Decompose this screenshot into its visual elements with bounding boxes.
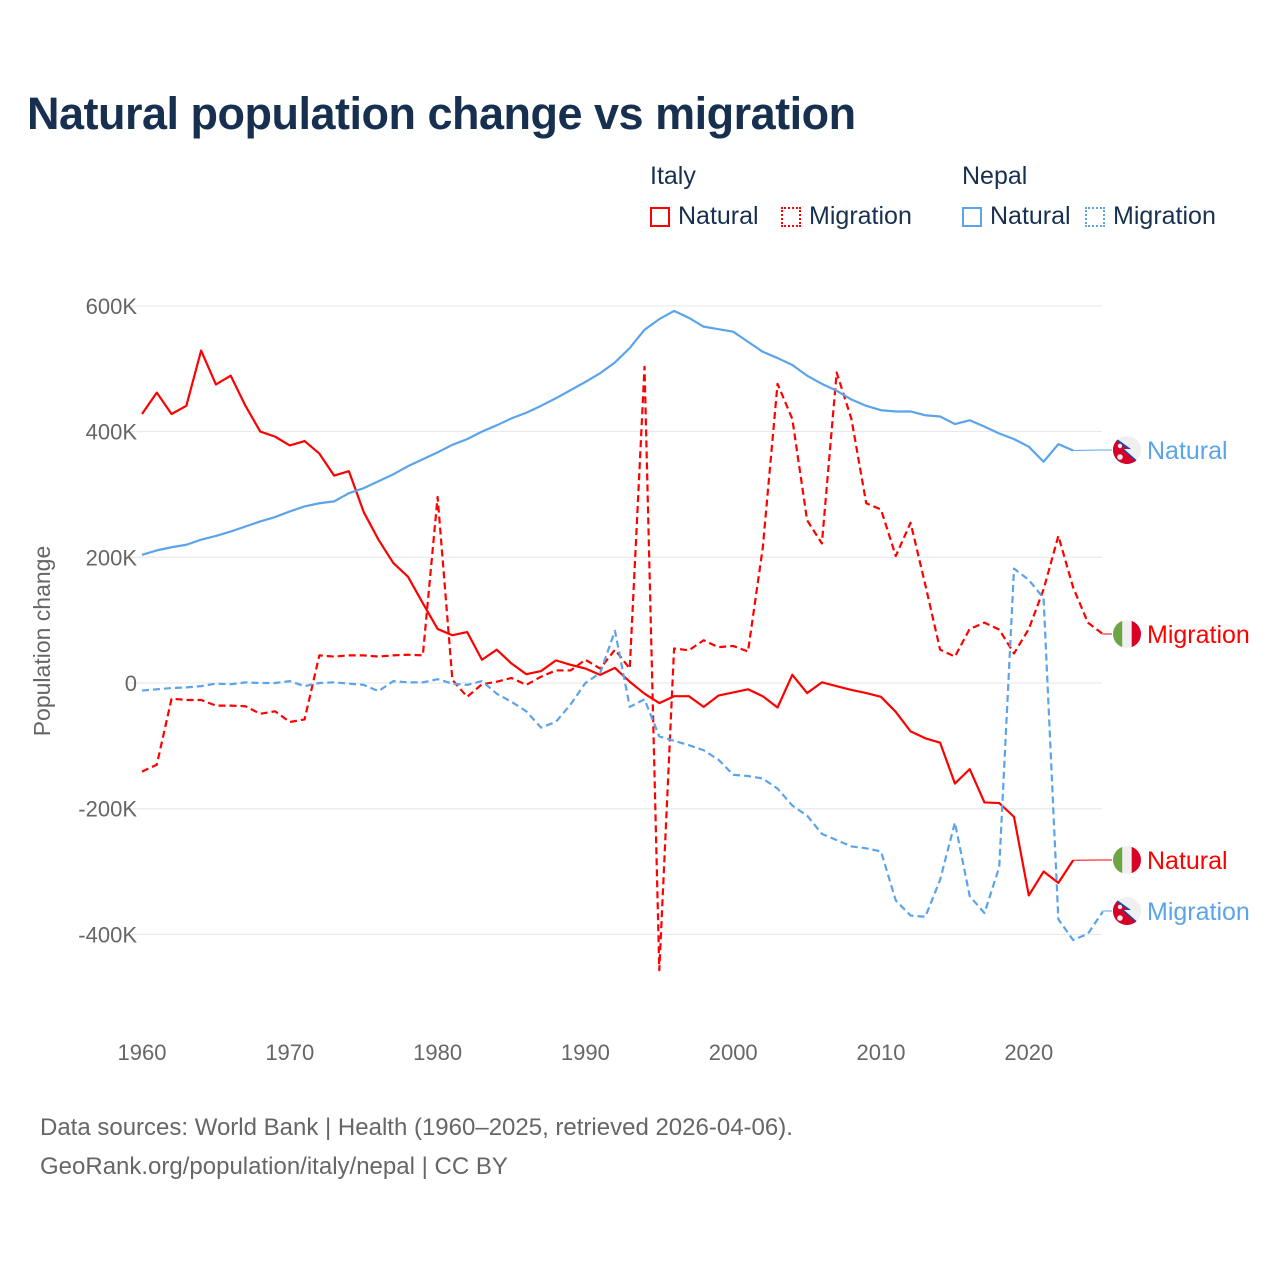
x-tick-label: 1970 <box>265 1040 314 1065</box>
legend-label: Natural <box>678 202 759 230</box>
x-tick-label: 1980 <box>413 1040 462 1065</box>
nepal-migration-end-label: Migration <box>1147 898 1250 926</box>
y-tick-label: -200K <box>78 797 137 822</box>
dotted-swatch-icon <box>781 206 802 227</box>
legend-group-nepal: Nepal Natural Migration <box>962 162 1216 232</box>
flag-sun <box>1117 454 1123 460</box>
legend-item-nepal-migration[interactable]: Migration <box>1085 202 1216 231</box>
italy-flag-icon <box>1113 846 1141 874</box>
y-tick-label: 400K <box>86 420 138 445</box>
flag-stripe-green <box>1113 846 1123 874</box>
y-tick-label: 0 <box>125 671 137 696</box>
flag-stripe-green <box>1113 620 1123 648</box>
flag-sun <box>1117 915 1123 921</box>
y-tick-label: 200K <box>86 545 138 570</box>
chart-title: Natural population change vs migration <box>27 88 856 139</box>
legend-group-name: Italy <box>650 162 696 190</box>
y-tick-label: -400K <box>78 922 137 947</box>
x-tick-label: 2020 <box>1004 1040 1053 1065</box>
legend-item-italy-migration[interactable]: Migration <box>781 202 912 231</box>
flag-moon <box>1117 904 1123 910</box>
x-tick-label: 1960 <box>118 1040 167 1065</box>
legend-item-nepal-natural[interactable]: Natural <box>962 202 1071 231</box>
nepal-natural-end-label: Natural <box>1147 437 1228 465</box>
legend-label: Natural <box>990 202 1071 230</box>
italy-migration-end-label: Migration <box>1147 621 1250 649</box>
nepal-flag-icon <box>1113 436 1141 464</box>
flag-moon <box>1117 443 1123 449</box>
legend-label: Migration <box>1113 202 1216 230</box>
flag-stripe-white <box>1122 620 1132 648</box>
flag-stripe-white <box>1122 846 1132 874</box>
legend-label: Migration <box>809 202 912 230</box>
italy-natural-end-label: Natural <box>1147 847 1228 875</box>
solid-swatch-icon <box>962 206 982 227</box>
y-tick-label: 600K <box>86 294 138 319</box>
x-tick-label: 2010 <box>857 1040 906 1065</box>
flag-stripe-red <box>1131 846 1141 874</box>
italy-natural-line <box>141 349 1075 897</box>
nepal-natural-line <box>141 309 1074 556</box>
footer: Data sources: World Bank | Health (1960–… <box>40 1108 793 1186</box>
x-tick-label: 2000 <box>709 1040 758 1065</box>
italy-flag-icon <box>1113 620 1141 648</box>
solid-swatch-icon <box>650 206 670 227</box>
nepal-migration-line <box>141 567 1104 942</box>
nepal-flag-icon <box>1113 897 1141 925</box>
data-source-note: Data sources: World Bank | Health (1960–… <box>40 1114 793 1141</box>
legend-group-name: Nepal <box>962 162 1028 190</box>
legend-item-italy-natural[interactable]: Natural <box>650 202 759 231</box>
flag-stripe-red <box>1131 620 1141 648</box>
italy-migration-line <box>141 365 1104 972</box>
source-link[interactable]: GeoRank.org/population/italy/nepal | CC … <box>40 1153 508 1180</box>
nepal-migration-connector <box>1102 910 1112 912</box>
legend-group-italy: Italy Natural Migration <box>650 162 930 232</box>
x-tick-label: 1990 <box>561 1040 610 1065</box>
dotted-swatch-icon <box>1085 206 1106 227</box>
y-axis-label: Population change <box>29 546 55 737</box>
